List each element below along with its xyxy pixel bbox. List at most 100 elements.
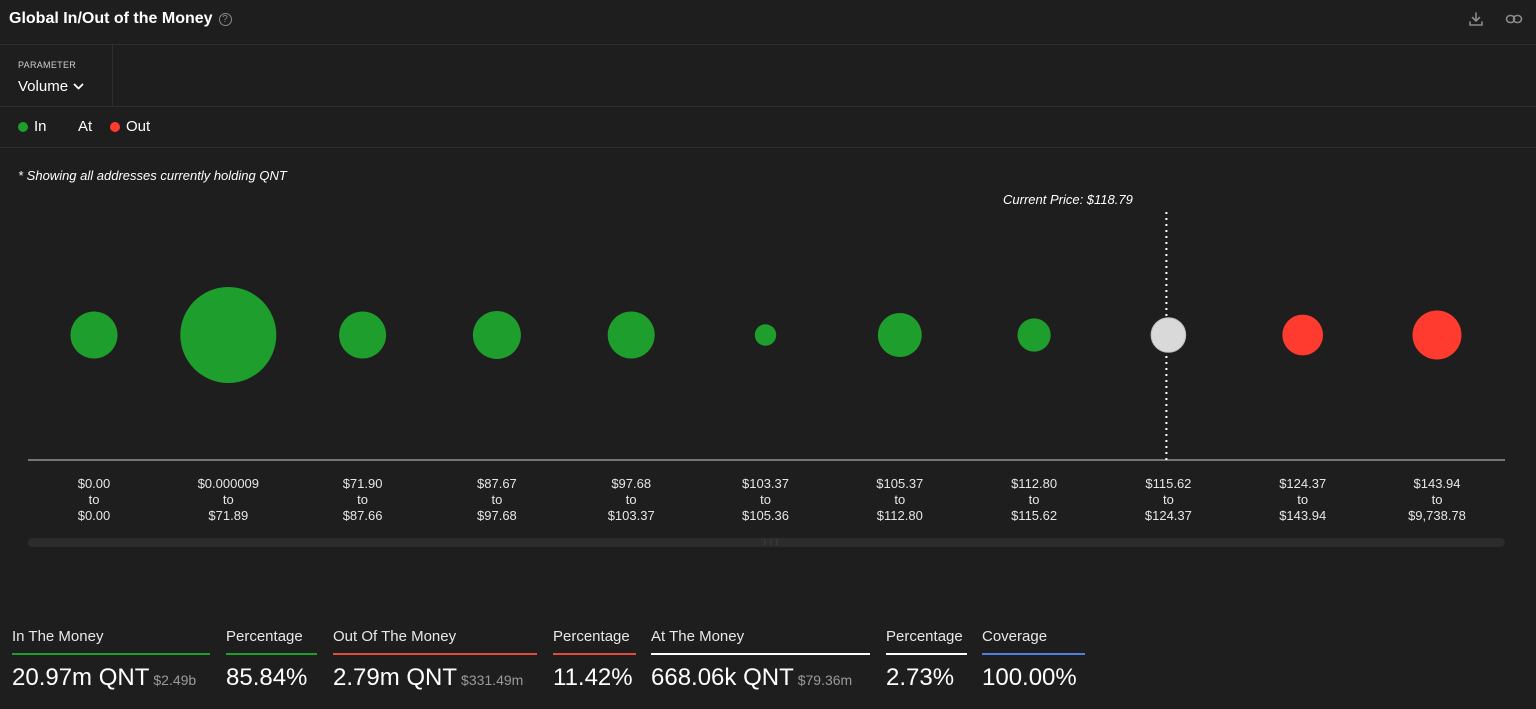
tick-label: $71.89: [208, 508, 248, 523]
bubble-out[interactable]: [1282, 314, 1324, 356]
tick-label: to: [894, 492, 905, 507]
bubble-out[interactable]: [1412, 310, 1462, 360]
legend-dot-in: [18, 121, 28, 132]
stat-value: 2.79m QNT $331.49m: [333, 664, 537, 692]
stat-label: In The Money: [12, 628, 210, 655]
stat-main-value: 11.42%: [553, 664, 633, 691]
tick-label: $124.37: [1145, 508, 1192, 523]
tick-label: to: [1029, 492, 1040, 507]
stat-value: 20.97m QNT $2.49b: [12, 664, 210, 692]
stat-label: Out Of The Money: [333, 628, 537, 655]
stat-label: Coverage: [982, 628, 1085, 655]
legend-item-in[interactable]: In: [18, 118, 47, 135]
tick-label: $0.000009: [198, 476, 259, 491]
tick-label: to: [491, 492, 502, 507]
stat-value: 11.42%: [553, 664, 636, 692]
stat-main-value: 2.79m QNT: [333, 664, 458, 691]
parameter-value: Volume: [18, 78, 69, 95]
parameter-dropdown[interactable]: PARAMETER Volume: [0, 45, 113, 106]
stat-value: 85.84%: [226, 664, 317, 692]
tick-label: $71.90: [343, 476, 383, 491]
stat-sub-value: $79.36m: [797, 672, 853, 688]
tick-label: to: [1163, 492, 1174, 507]
stat-5: Percentage 2.73%: [886, 628, 967, 692]
chevron-down-icon: [73, 83, 84, 89]
tick-label: $87.66: [343, 508, 383, 523]
bubble-in[interactable]: [607, 311, 655, 359]
stat-value: 2.73%: [886, 664, 967, 692]
stat-label: Percentage: [886, 628, 967, 655]
tick-label: $105.37: [876, 476, 923, 491]
tick-label: $97.68: [611, 476, 651, 491]
stat-label: Percentage: [553, 628, 636, 655]
bubble-in[interactable]: [754, 324, 777, 346]
tick-label: to: [1432, 492, 1443, 507]
stat-main-value: 20.97m QNT: [12, 664, 150, 691]
stat-main-value: 2.73%: [886, 664, 955, 691]
parameter-bar: PARAMETER Volume: [0, 45, 1536, 107]
bubble-chart: $0.00to$0.00$0.000009to$71.89$71.90to$87…: [28, 212, 1505, 523]
page-title: Global In/Out of the Money ?: [9, 10, 232, 28]
tick-label: to: [89, 492, 100, 507]
stat-3: Percentage 11.42%: [553, 628, 636, 692]
stat-label: Percentage: [226, 628, 317, 655]
bubble-in[interactable]: [1017, 318, 1051, 352]
stat-0: In The Money 20.97m QNT $2.49b: [12, 628, 210, 692]
holding-note: * Showing all addresses currently holdin…: [18, 168, 287, 183]
legend-dot-out: [110, 121, 120, 132]
tick-label: $97.68: [477, 508, 517, 523]
chart-scrollbar[interactable]: ⋮⋮⋮: [28, 538, 1505, 547]
stat-1: Percentage 85.84%: [226, 628, 317, 692]
parameter-select[interactable]: Volume: [18, 78, 84, 95]
stat-4: At The Money 668.06k QNT $79.36m: [651, 628, 870, 692]
stat-sub-value: $2.49b: [153, 672, 197, 688]
link-icon[interactable]: [1505, 10, 1523, 28]
legend-item-out[interactable]: Out: [110, 118, 150, 135]
tick-label: $124.37: [1279, 476, 1326, 491]
tick-label: $112.80: [1011, 476, 1057, 491]
stat-main-value: 100.00%: [982, 664, 1077, 691]
stat-value: 100.00%: [982, 664, 1085, 692]
legend-label-at: At: [78, 118, 93, 135]
stat-value: 668.06k QNT $79.36m: [651, 664, 870, 692]
current-price-label: Current Price: $118.79: [1003, 192, 1133, 207]
help-icon[interactable]: ?: [218, 12, 232, 26]
bubble-in[interactable]: [339, 311, 387, 359]
bubble-in[interactable]: [472, 311, 521, 359]
scroll-grip-icon[interactable]: ⋮⋮⋮: [762, 540, 780, 546]
tick-label: to: [1297, 492, 1308, 507]
tick-label: $143.94: [1279, 508, 1326, 523]
header: Global In/Out of the Money ?: [0, 0, 1536, 45]
tick-label: to: [626, 492, 637, 507]
tick-label: $115.62: [1145, 476, 1191, 491]
bubble-at[interactable]: [1150, 317, 1187, 353]
title-text: Global In/Out of the Money: [9, 10, 213, 27]
tick-label: $87.67: [477, 476, 517, 491]
parameter-label: PARAMETER: [18, 60, 77, 70]
download-icon[interactable]: [1467, 10, 1485, 28]
bubble-in[interactable]: [877, 313, 922, 357]
tick-label: $112.80: [877, 508, 923, 523]
tick-label: to: [760, 492, 771, 507]
legend-label-out: Out: [126, 118, 151, 135]
tick-label: $105.36: [742, 508, 789, 523]
tick-label: $103.37: [742, 476, 789, 491]
tick-label: to: [223, 492, 234, 507]
bubble-in[interactable]: [180, 287, 277, 383]
stat-main-value: 668.06k QNT: [651, 664, 794, 691]
tick-label: $0.00: [78, 476, 111, 491]
tick-label: $103.37: [608, 508, 655, 523]
legend-item-at[interactable]: At: [78, 118, 92, 135]
tick-label: $115.62: [1011, 508, 1057, 523]
stat-sub-value: $331.49m: [461, 672, 524, 688]
tick-label: $9,738.78: [1408, 508, 1466, 523]
legend: In At Out: [0, 107, 1536, 148]
bubble-in[interactable]: [70, 311, 118, 359]
tick-label: to: [357, 492, 368, 507]
stat-2: Out Of The Money 2.79m QNT $331.49m: [333, 628, 537, 692]
stat-main-value: 85.84%: [226, 664, 308, 691]
legend-label-in: In: [34, 118, 47, 135]
tick-label: $143.94: [1414, 476, 1461, 491]
stat-label: At The Money: [651, 628, 870, 655]
tick-label: $0.00: [78, 508, 111, 523]
